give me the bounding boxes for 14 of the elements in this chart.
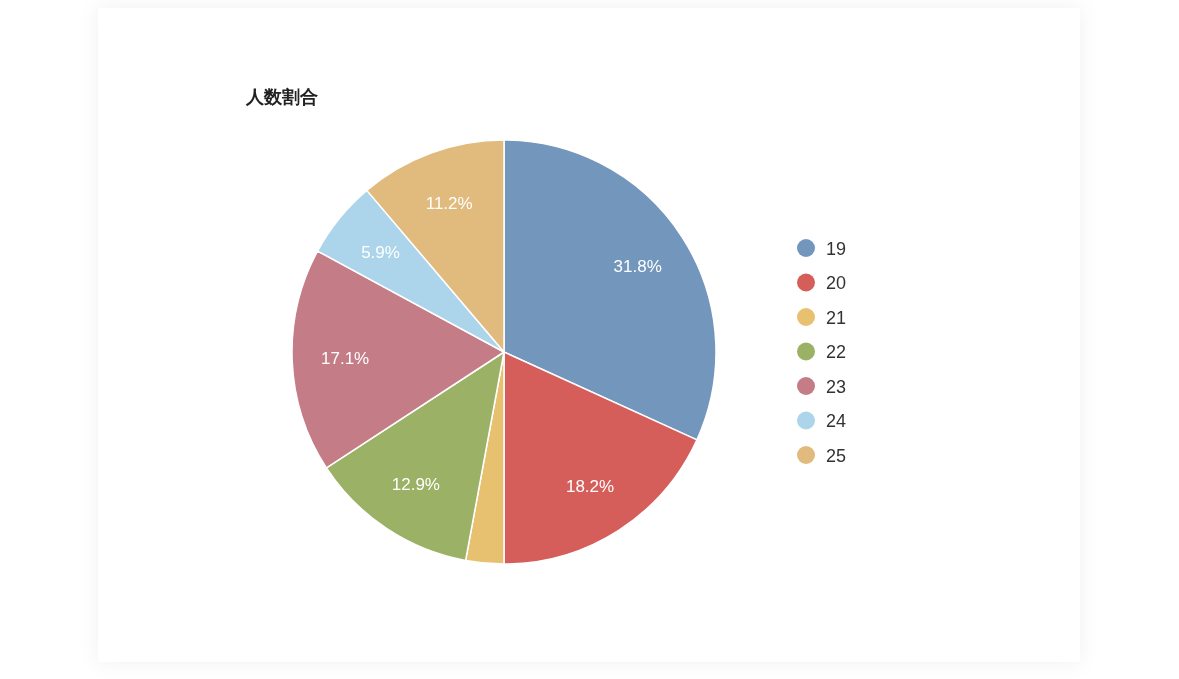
- legend-label: 20: [826, 273, 847, 293]
- legend-label: 22: [826, 342, 847, 362]
- data-label: 5.9%: [361, 242, 400, 262]
- data-label: 11.2%: [425, 193, 473, 213]
- legend-label: 21: [826, 307, 847, 328]
- chart-title: 人数割合: [245, 87, 318, 107]
- legend-label: 24: [826, 411, 847, 431]
- legend-label: 25: [826, 445, 847, 466]
- data-label: 31.8%: [613, 256, 662, 276]
- data-label: 18.2%: [565, 476, 615, 496]
- data-label: 12.9%: [391, 475, 440, 495]
- data-label: 17.1%: [321, 349, 370, 369]
- legend-label: 23: [826, 376, 847, 397]
- legend-label: 19: [826, 238, 847, 259]
